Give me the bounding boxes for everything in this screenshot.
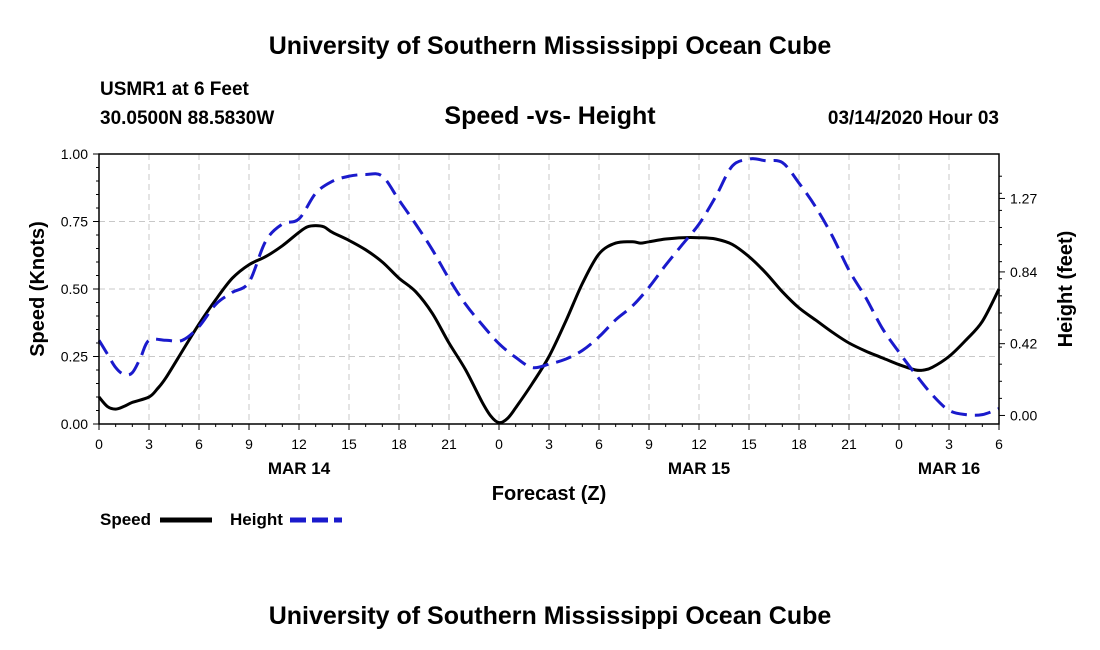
x-axis-title: Forecast (Z): [492, 483, 606, 505]
chart-title: Speed -vs- Height: [444, 102, 656, 130]
x-tick-label: 0: [95, 436, 103, 452]
x-tick-label: 15: [341, 436, 357, 452]
grid-layer: [99, 154, 999, 424]
y-axis-title: Speed (Knots): [27, 221, 49, 357]
date-label: MAR 14: [268, 459, 331, 478]
y-tick-label: 0.75: [61, 214, 88, 230]
x-tick-label: 0: [495, 436, 503, 452]
x-tick-label: 6: [995, 436, 1003, 452]
header-title: University of Southern Mississippi Ocean…: [269, 32, 832, 60]
legend-speed-label: Speed: [100, 510, 151, 529]
datetime-label: 03/14/2020 Hour 03: [828, 108, 999, 129]
y-tick-label: 0.50: [61, 281, 88, 297]
x-tick-label: 21: [841, 436, 857, 452]
legend: Speed Height: [100, 510, 342, 529]
x-tick-label: 9: [245, 436, 253, 452]
x-tick-label: 3: [545, 436, 553, 452]
x-tick-label: 3: [945, 436, 953, 452]
date-label: MAR 15: [668, 459, 730, 478]
y2-tick-label: 0.42: [1010, 336, 1037, 352]
y-tick-label: 1.00: [61, 146, 88, 162]
x-tick-label: 21: [441, 436, 457, 452]
y2-tick-label: 1.27: [1010, 190, 1037, 206]
series-layer: [97, 157, 1001, 425]
height-series-line: [97, 157, 1000, 417]
x-tick-label: 6: [195, 436, 203, 452]
x-tick-label: 9: [645, 436, 653, 452]
y-tick-label: 0.00: [61, 416, 88, 432]
x-tick-label: 15: [741, 436, 757, 452]
speed-series-line: [97, 224, 1001, 425]
x-tick-label: 12: [291, 436, 307, 452]
station-label: USMR1 at 6 Feet: [100, 79, 250, 100]
y2-tick-label: 0.00: [1010, 407, 1037, 423]
footer-title: University of Southern Mississippi Ocean…: [269, 602, 832, 630]
x-tick-label: 6: [595, 436, 603, 452]
y-tick-label: 0.25: [61, 349, 88, 365]
x-tick-label: 18: [391, 436, 407, 452]
x-tick-label: 3: [145, 436, 153, 452]
x-tick-label: 0: [895, 436, 903, 452]
x-tick-label: 18: [791, 436, 807, 452]
x-tick-label: 12: [691, 436, 707, 452]
date-label: MAR 16: [918, 459, 980, 478]
y2-axis-title: Height (feet): [1055, 231, 1077, 348]
tick-layer: 0 3 6 9 12 15 18 21 0 3 6 9 12 15 18 21 0 3 6 0.00 0.25 0.50 0…: [61, 146, 1038, 478]
y2-tick-label: 0.84: [1010, 264, 1037, 280]
coordinates-label: 30.0500N 88.5830W: [100, 108, 274, 129]
legend-height-label: Height: [230, 510, 283, 529]
